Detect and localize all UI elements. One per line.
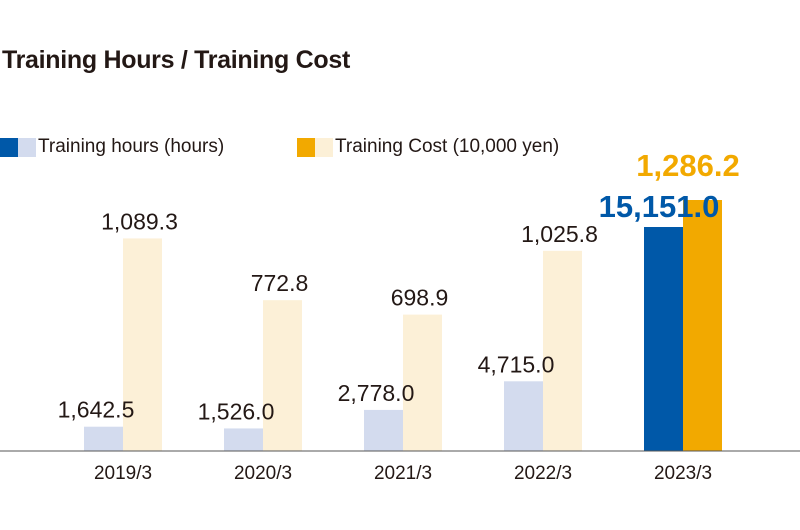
bar-cost-2021-3 <box>403 314 442 451</box>
data-label-cost-2019-3: 1,089.3 <box>101 208 178 234</box>
x-tick-label-2021-3: 2021/3 <box>374 463 432 484</box>
data-label-hours-2023-3: 15,151.0 <box>599 189 720 224</box>
bar-hours-2023-3 <box>644 227 683 451</box>
legend-item-hours: Training hours (hours) <box>0 136 224 158</box>
bar-hours-2021-3 <box>364 409 403 451</box>
data-label-hours-2022-3: 4,715.0 <box>478 351 555 377</box>
data-label-hours-2020-3: 1,526.0 <box>198 398 275 424</box>
x-tick-label-2019-3: 2019/3 <box>94 463 152 484</box>
x-tick-label-2020-3: 2020/3 <box>234 463 292 484</box>
legend-swatch-hours <box>0 137 36 157</box>
bar-cost-2023-3 <box>683 200 722 451</box>
x-tick-label-2023-3: 2023/3 <box>654 463 712 484</box>
data-label-cost-2021-3: 698.9 <box>391 285 449 311</box>
legend-label-hours: Training hours (hours) <box>38 136 225 157</box>
chart-title: Training Hours / Training Cost <box>2 46 350 74</box>
x-tick-label-2022-3: 2022/3 <box>514 463 572 484</box>
bar-cost-2019-3 <box>123 238 162 451</box>
bar-cost-2022-3 <box>543 250 582 451</box>
data-label-cost-2022-3: 1,025.8 <box>521 221 598 247</box>
bar-hours-2022-3 <box>504 381 543 451</box>
data-label-cost-2023-3: 1,286.2 <box>636 148 739 183</box>
legend-item-cost: Training Cost (10,000 yen) <box>297 136 559 158</box>
bar-hours-2020-3 <box>224 428 263 451</box>
data-label-hours-2019-3: 1,642.5 <box>58 397 135 423</box>
legend-label-cost: Training Cost (10,000 yen) <box>335 136 560 157</box>
legend-swatch-cost <box>297 137 333 157</box>
data-label-cost-2020-3: 772.8 <box>251 270 309 296</box>
data-label-hours-2021-3: 2,778.0 <box>338 380 415 406</box>
bar-cost-2020-3 <box>263 300 302 451</box>
bar-hours-2019-3 <box>84 426 123 451</box>
